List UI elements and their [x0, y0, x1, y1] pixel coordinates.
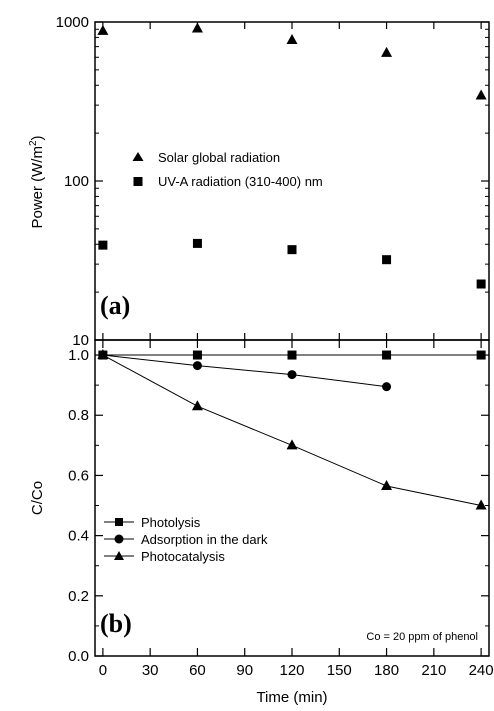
adsorption-point — [382, 382, 392, 392]
photocatalysis-point — [286, 439, 298, 450]
panel-b-y-axis-title: C/Co — [29, 481, 46, 515]
panel-b-ticks: 0.0 0.2 0.4 0.6 0.8 1.0 0 30 60 90 120 150 180 210 240 — [68, 340, 494, 679]
panel-a-y-axis-title-main: Power (W/m — [29, 146, 46, 229]
panel-a-ticks: 10 100 1000 — [56, 14, 489, 349]
solar-radiation-point — [286, 34, 298, 45]
legend-adsorption-marker — [114, 534, 124, 544]
x-tick-label: 150 — [327, 662, 352, 679]
legend-solar-label: Solar global radiation — [158, 150, 280, 165]
panel-b-label: (b) — [100, 609, 132, 638]
x-tick-label: 210 — [421, 662, 446, 679]
photocatalysis-point — [381, 479, 393, 490]
uva-radiation-point — [98, 240, 108, 250]
legend-adsorption-label: Adsorption in the dark — [141, 532, 268, 547]
uva-radiation-point — [476, 279, 486, 289]
x-tick-label: 90 — [236, 662, 253, 679]
panel-b-y-tick-label: 0.4 — [68, 528, 89, 545]
photolysis-point — [287, 350, 297, 360]
photocatalysis-point — [475, 499, 487, 510]
panel-a-y-tick-label: 1000 — [56, 14, 89, 31]
solar-radiation-point — [191, 22, 203, 33]
photocatalysis-point — [97, 349, 109, 360]
panel-b-y-tick-label: 1.0 — [68, 347, 89, 364]
panel-a-marks — [97, 22, 487, 289]
panel-a-y-tick-label: 100 — [64, 173, 89, 190]
uva-radiation-point — [192, 238, 202, 248]
legend-solar-marker — [132, 152, 144, 161]
panel-a-legend: Solar global radiation UV-A radiation (3… — [132, 150, 323, 189]
solar-radiation-point — [381, 46, 393, 57]
photocatalysis-point — [191, 400, 203, 411]
x-tick-label: 30 — [142, 662, 159, 679]
x-tick-label: 180 — [374, 662, 399, 679]
panel-b-legend: Photolysis Adsorption in the dark Photoc… — [104, 515, 268, 564]
panel-a-label: (a) — [100, 291, 130, 320]
x-tick-label: 0 — [99, 662, 107, 679]
photolysis-point — [382, 350, 392, 360]
concentration-note: Co = 20 ppm of phenol — [366, 631, 478, 643]
legend-photocatalysis-label: Photocatalysis — [141, 549, 225, 564]
legend-photocatalysis-marker — [114, 551, 124, 560]
x-axis-title: Time (min) — [256, 689, 327, 706]
panel-b-y-tick-label: 0.2 — [68, 588, 89, 605]
legend-uva-marker — [133, 177, 143, 186]
solar-radiation-point — [97, 24, 109, 35]
panel-a-y-axis-title: Power (W/m2) — [28, 135, 46, 228]
panel-b-marks — [97, 349, 487, 510]
adsorption-line — [102, 354, 387, 388]
panel-b-frame — [94, 339, 490, 657]
panel-a-y-axis-title-close: ) — [29, 135, 46, 140]
panel-a-y-tick-label: 10 — [72, 332, 89, 349]
x-tick-label: 60 — [189, 662, 206, 679]
solar-radiation-point — [475, 89, 487, 100]
adsorption-point — [192, 361, 202, 371]
panel-b-y-tick-label: 0.6 — [68, 467, 89, 484]
adsorption-point — [287, 370, 297, 380]
uva-radiation-point — [382, 255, 392, 265]
legend-photolysis-label: Photolysis — [141, 515, 201, 530]
legend-photolysis-marker — [115, 518, 123, 526]
x-tick-label: 240 — [469, 662, 494, 679]
photolysis-point — [192, 350, 202, 360]
panel-b-y-tick-label: 0.0 — [68, 648, 89, 665]
panel-a-y-axis-title-sup: 2 — [28, 140, 39, 146]
panel-b-y-tick-label: 0.8 — [68, 407, 89, 424]
uva-radiation-point — [287, 245, 297, 255]
legend-uva-label: UV-A radiation (310-400) nm — [158, 174, 323, 189]
photolysis-point — [476, 350, 486, 360]
x-tick-label: 120 — [279, 662, 304, 679]
